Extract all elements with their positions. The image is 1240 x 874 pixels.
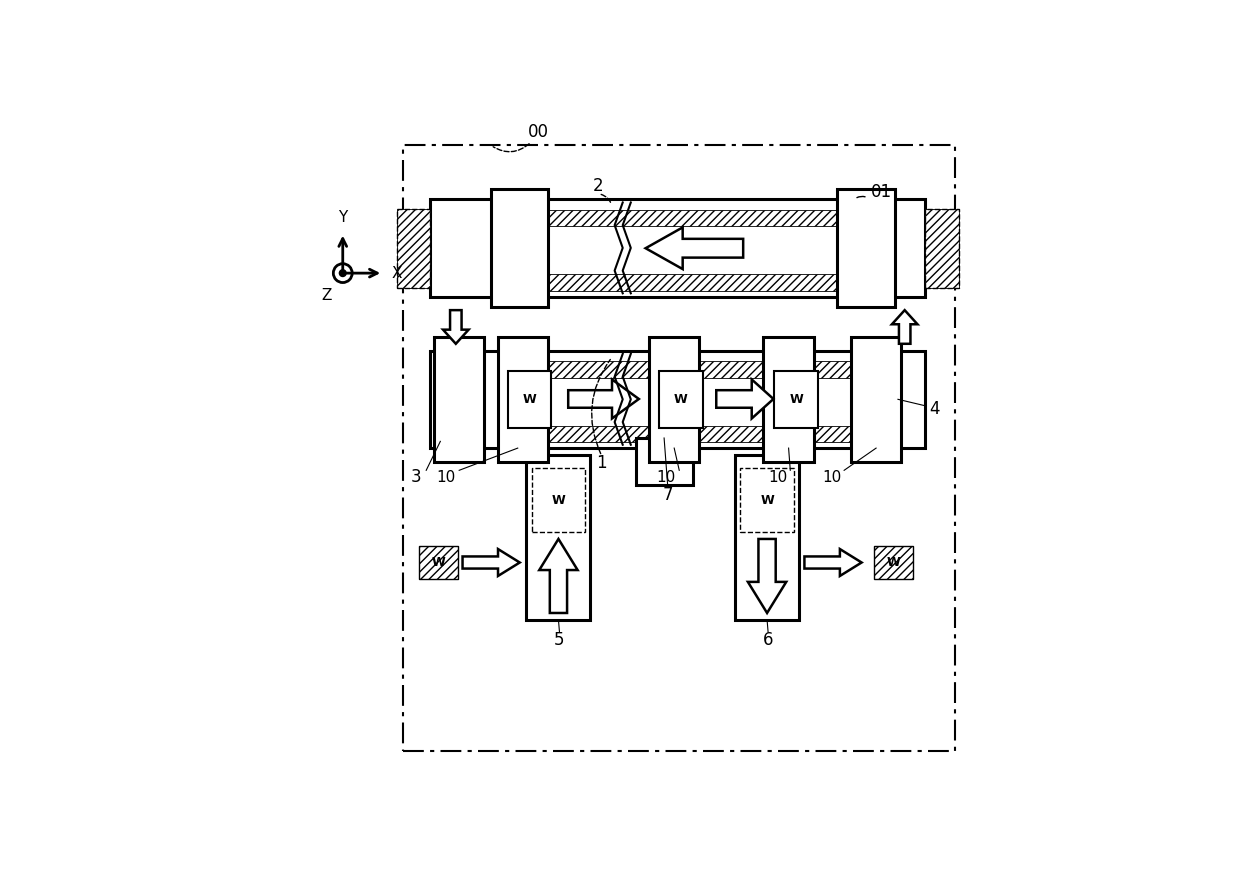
- Bar: [505, 210, 884, 226]
- Text: W: W: [675, 392, 688, 406]
- Bar: [851, 337, 901, 461]
- Bar: [740, 468, 794, 532]
- Text: 10: 10: [656, 469, 676, 484]
- Text: 1: 1: [596, 454, 608, 472]
- Polygon shape: [717, 379, 774, 419]
- Bar: [419, 545, 458, 579]
- Bar: [735, 454, 799, 620]
- Bar: [505, 274, 884, 291]
- Bar: [397, 209, 430, 288]
- Text: 3: 3: [410, 468, 422, 486]
- Bar: [497, 426, 870, 442]
- Text: 10: 10: [769, 469, 787, 484]
- Polygon shape: [443, 310, 469, 343]
- Bar: [497, 361, 870, 378]
- Text: Y: Y: [339, 210, 347, 225]
- Polygon shape: [805, 549, 862, 576]
- Bar: [507, 371, 552, 428]
- Bar: [403, 145, 955, 751]
- Bar: [925, 209, 959, 288]
- Text: 2: 2: [593, 177, 604, 195]
- Bar: [419, 545, 458, 579]
- Bar: [491, 189, 548, 307]
- Bar: [527, 454, 590, 620]
- Text: W: W: [432, 556, 445, 569]
- Text: 10: 10: [436, 469, 455, 484]
- Polygon shape: [463, 549, 520, 576]
- Text: 10: 10: [822, 469, 842, 484]
- Text: W: W: [760, 494, 774, 507]
- Text: 5: 5: [554, 631, 564, 649]
- Bar: [635, 438, 693, 485]
- Text: 4: 4: [930, 400, 940, 418]
- Polygon shape: [892, 310, 918, 343]
- Bar: [774, 371, 818, 428]
- Text: 7: 7: [662, 486, 673, 504]
- Bar: [430, 199, 925, 296]
- Text: W: W: [552, 494, 565, 507]
- Bar: [874, 545, 914, 579]
- Text: W: W: [522, 392, 537, 406]
- Text: 6: 6: [763, 631, 774, 649]
- Polygon shape: [748, 539, 786, 613]
- Bar: [497, 337, 548, 461]
- Bar: [837, 189, 894, 307]
- Polygon shape: [539, 539, 578, 613]
- Bar: [925, 209, 959, 288]
- Polygon shape: [568, 379, 639, 419]
- Bar: [764, 337, 813, 461]
- Polygon shape: [646, 227, 743, 269]
- Text: W: W: [887, 556, 900, 569]
- Bar: [649, 337, 699, 461]
- Bar: [397, 209, 430, 288]
- Bar: [658, 371, 703, 428]
- Text: Z: Z: [321, 288, 332, 303]
- Text: W: W: [789, 392, 802, 406]
- Text: 01: 01: [870, 184, 892, 201]
- Bar: [434, 337, 484, 461]
- Text: X: X: [391, 266, 402, 281]
- Circle shape: [340, 270, 346, 276]
- Text: 00: 00: [527, 123, 548, 141]
- Bar: [874, 545, 914, 579]
- Bar: [532, 468, 585, 532]
- Bar: [430, 350, 925, 448]
